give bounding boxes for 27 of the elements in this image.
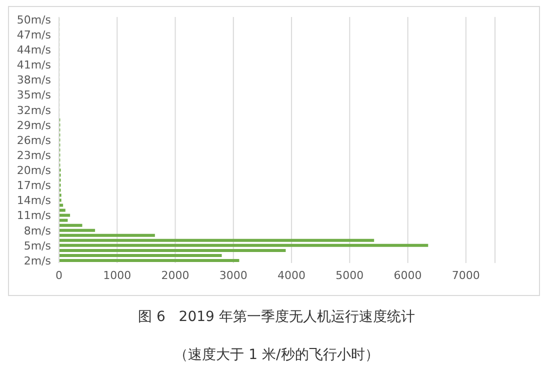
y-tick-label: 44m/s — [16, 44, 52, 57]
y-tick-label: 14m/s — [16, 194, 52, 208]
y-tick-label: 47m/s — [16, 28, 52, 42]
y-tick-label: 8m/s — [24, 224, 52, 238]
y-tick-label: 29m/s — [16, 118, 52, 132]
y-tick-label: 17m/s — [16, 179, 52, 192]
y-tick-label: 20m/s — [16, 164, 52, 178]
y-tick-label: 26m/s — [16, 134, 52, 147]
x-tick-label: 1000 — [103, 268, 132, 282]
y-tick-label: 2m/s — [24, 254, 52, 268]
y-tick-label: 23m/s — [16, 148, 52, 162]
y-tick-label: 38m/s — [16, 74, 52, 87]
y-tick-label: 35m/s — [16, 88, 52, 102]
x-tick-label: 7000 — [452, 268, 480, 282]
y-tick-label: 32m/s — [16, 104, 52, 117]
y-tick-label: 41m/s — [16, 58, 52, 72]
x-tick-label: 2000 — [161, 268, 190, 282]
x-tick-label: 6000 — [394, 268, 422, 282]
y-tick-label: 5m/s — [24, 239, 52, 252]
text: （速度大于 1 米/秒的飞行小时） — [173, 346, 380, 364]
x-tick-label: 0 — [56, 268, 62, 282]
x-tick-label: 3000 — [219, 268, 248, 282]
y-tick-label: 11m/s — [16, 209, 52, 222]
text: 图 6 2019 年第一季度无人机运行速度统计 — [137, 308, 416, 326]
x-tick-label: 5000 — [336, 268, 364, 282]
x-tick-label: 4000 — [278, 268, 306, 282]
y-tick-label: 50m/s — [16, 13, 52, 26]
